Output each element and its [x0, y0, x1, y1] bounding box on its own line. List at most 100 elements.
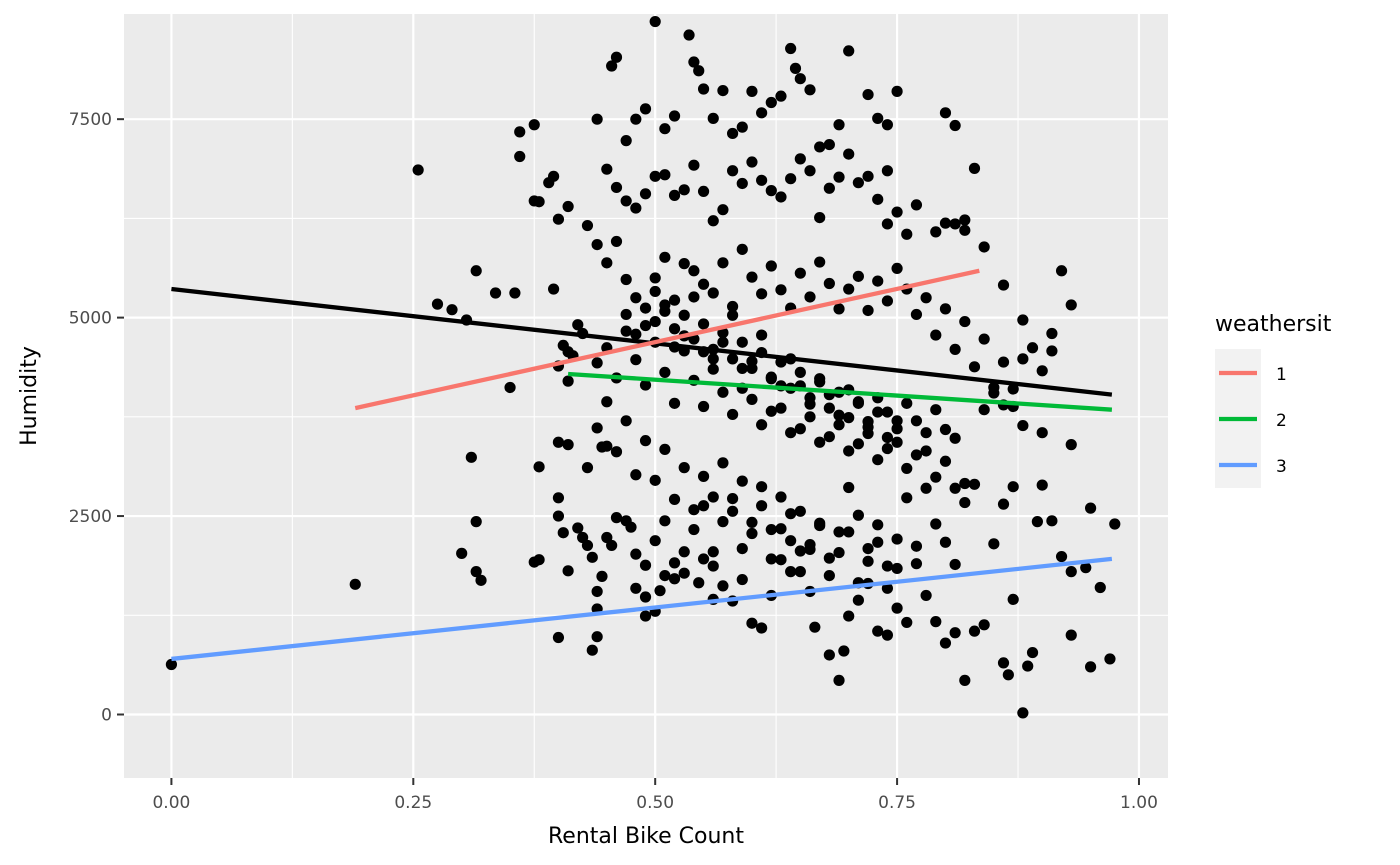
data-point — [949, 558, 961, 571]
data-point — [707, 353, 719, 365]
data-point — [726, 309, 739, 321]
data-point — [630, 292, 642, 304]
data-point — [939, 107, 952, 119]
data-point — [978, 619, 990, 631]
data-point — [862, 543, 874, 555]
data-point — [678, 309, 690, 321]
data-point — [736, 573, 748, 586]
data-point — [838, 645, 850, 657]
data-point — [833, 674, 845, 686]
data-point — [852, 270, 864, 282]
data-point — [881, 442, 894, 455]
data-point — [881, 119, 894, 131]
data-point — [978, 333, 990, 345]
data-point — [736, 177, 748, 190]
data-point — [959, 496, 971, 509]
data-point — [726, 300, 739, 313]
data-point — [785, 508, 797, 520]
y-axis-title: Humidity — [17, 346, 42, 446]
x-tick-label: 1.00 — [1120, 793, 1158, 813]
data-point — [533, 196, 545, 208]
data-point — [639, 302, 652, 314]
data-point — [949, 218, 961, 230]
data-point — [606, 539, 618, 552]
data-point — [581, 462, 594, 474]
data-point — [697, 553, 710, 565]
data-point — [581, 219, 594, 232]
trend-line-overall — [171, 286, 1113, 397]
data-point — [746, 393, 758, 405]
data-point — [1046, 327, 1058, 340]
legend-label-3: 3 — [1276, 457, 1287, 477]
data-point — [1022, 660, 1034, 672]
data-point — [930, 471, 942, 483]
data-point — [949, 482, 961, 494]
trend-line-2 — [567, 371, 1113, 412]
data-point — [785, 566, 797, 578]
data-point — [562, 375, 574, 387]
data-point — [412, 164, 424, 176]
data-point — [910, 558, 923, 570]
x-tick-label: 0.75 — [878, 793, 916, 813]
data-point — [814, 256, 826, 268]
data-point — [765, 553, 777, 565]
data-point — [630, 354, 642, 366]
data-point — [1094, 581, 1106, 594]
legend: weathersit 1 2 3 — [1215, 312, 1332, 488]
data-point — [659, 169, 671, 181]
data-point — [678, 462, 690, 474]
data-point — [1007, 481, 1019, 493]
data-point — [586, 551, 598, 563]
data-point — [920, 292, 932, 304]
data-point — [596, 570, 608, 582]
data-point — [891, 436, 903, 448]
data-point — [736, 121, 748, 133]
data-point — [968, 478, 981, 490]
data-point — [872, 625, 884, 637]
data-point — [823, 138, 835, 151]
data-point — [678, 546, 690, 558]
data-point — [949, 432, 961, 444]
data-point — [693, 65, 705, 77]
data-point — [649, 285, 661, 298]
data-point — [891, 85, 903, 97]
data-point — [456, 547, 468, 559]
data-point — [881, 218, 894, 230]
data-point — [833, 526, 845, 538]
data-point — [562, 439, 574, 451]
data-point — [475, 574, 487, 586]
data-point — [591, 631, 603, 643]
data-point — [833, 303, 845, 315]
data-point — [1080, 562, 1092, 574]
data-point — [1007, 593, 1019, 606]
data-point — [678, 184, 690, 196]
data-point — [659, 123, 671, 135]
data-point — [683, 29, 695, 41]
data-point — [785, 427, 797, 439]
data-point — [930, 518, 942, 530]
data-point — [843, 445, 855, 457]
data-point — [756, 174, 768, 186]
data-point — [891, 415, 903, 427]
data-point — [659, 515, 671, 527]
data-point — [639, 379, 652, 391]
data-point — [872, 275, 884, 287]
data-point — [891, 562, 903, 575]
data-point — [620, 308, 632, 321]
data-point — [872, 519, 884, 531]
data-point — [1109, 518, 1121, 530]
data-point — [804, 398, 816, 410]
data-point — [1036, 427, 1048, 439]
data-point — [736, 543, 748, 555]
data-point — [1065, 439, 1077, 451]
data-point — [533, 554, 545, 566]
data-point — [794, 73, 806, 85]
data-point — [562, 565, 574, 577]
data-point — [707, 215, 719, 227]
data-point — [1104, 653, 1116, 665]
data-point — [746, 516, 758, 529]
trend-lines — [171, 268, 1113, 662]
data-point — [639, 319, 652, 332]
data-point — [620, 135, 632, 147]
data-point — [552, 510, 565, 522]
